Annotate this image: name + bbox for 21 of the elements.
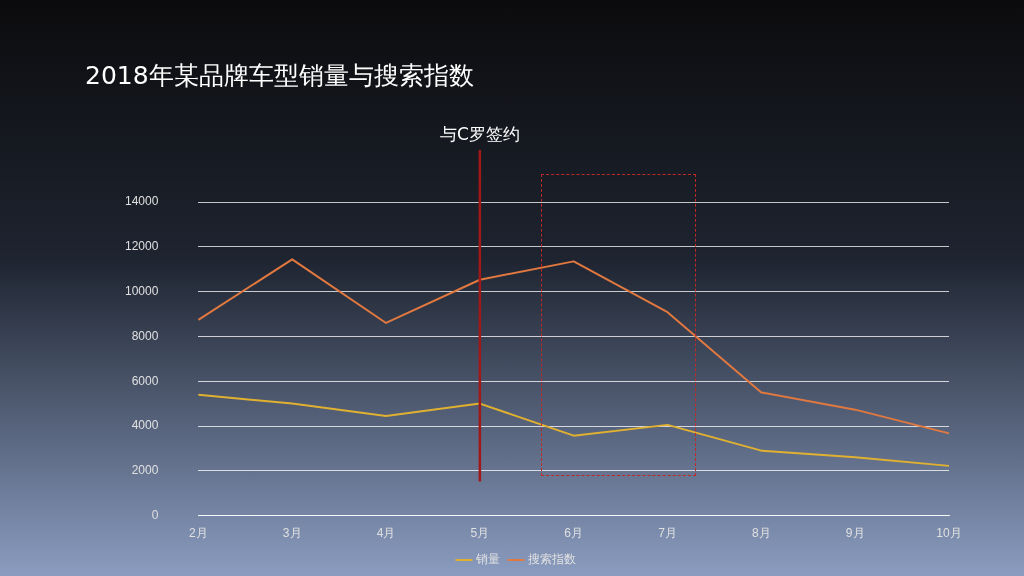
x-tick-label: 6月 bbox=[564, 526, 584, 541]
x-tick-label: 8月 bbox=[752, 526, 771, 541]
y-tick-label: 14000 bbox=[124, 194, 159, 209]
y-tick-label: 2000 bbox=[131, 463, 159, 478]
x-tick-label: 9月 bbox=[845, 526, 865, 541]
y-tick-label: 8000 bbox=[131, 328, 159, 343]
ref-line-label: 与C罗签约 bbox=[439, 124, 520, 145]
x-tick-label: 4月 bbox=[376, 526, 396, 541]
y-tick-label: 12000 bbox=[124, 239, 159, 254]
legend-label: 销量 bbox=[475, 552, 500, 567]
x-tick-label: 10月 bbox=[936, 526, 962, 541]
y-tick-label: 4000 bbox=[131, 418, 159, 433]
x-tick-label: 2月 bbox=[189, 526, 208, 541]
x-tick-label: 3月 bbox=[282, 526, 302, 541]
chart-title: 2018年某品牌车型销量与搜索指数 bbox=[85, 60, 474, 90]
x-tick-label: 7月 bbox=[658, 526, 677, 541]
y-tick-label: 6000 bbox=[131, 373, 159, 388]
x-tick-label: 5月 bbox=[470, 526, 490, 541]
y-tick-label: 0 bbox=[151, 507, 159, 522]
y-tick-label: 10000 bbox=[124, 283, 159, 298]
legend-label: 搜索指数 bbox=[528, 552, 576, 567]
